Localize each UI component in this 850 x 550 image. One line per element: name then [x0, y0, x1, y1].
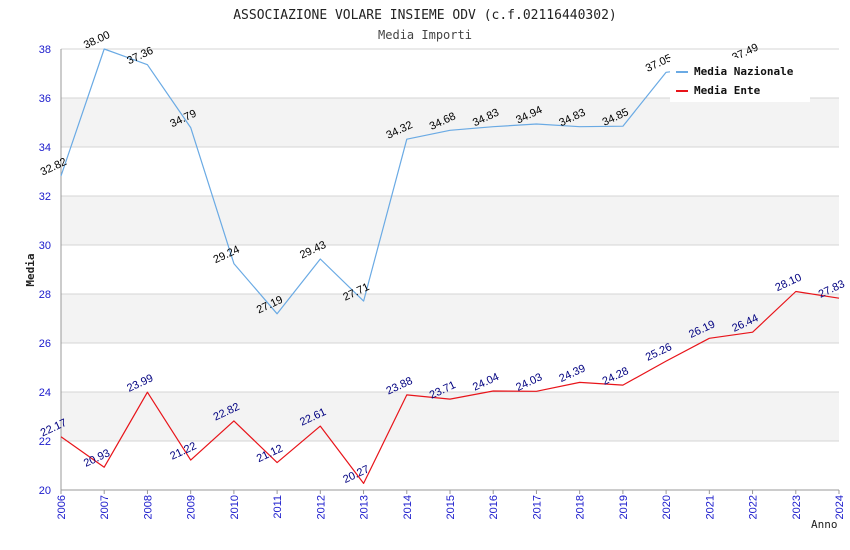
x-tick-label: 2008	[142, 495, 154, 519]
y-axis-label: Media	[24, 253, 37, 286]
band	[61, 98, 839, 147]
series-lines	[60, 48, 840, 484]
y-tick-label: 24	[39, 387, 51, 399]
y-tick-label: 22	[39, 436, 51, 448]
x-tick-label: 2006	[56, 495, 68, 519]
x-tick-label: 2012	[315, 495, 327, 519]
x-axis-label: Anno	[811, 518, 838, 531]
y-tick-label: 20	[39, 485, 51, 497]
data-label: 28.10	[773, 272, 803, 295]
x-tick-label: 2015	[445, 495, 457, 519]
y-tick-label: 36	[39, 93, 51, 105]
data-label: 20.27	[341, 463, 371, 486]
x-tick-label: 2017	[531, 495, 543, 519]
legend-label-media-nazionale: Media Nazionale	[694, 65, 794, 78]
x-tick-label: 2014	[402, 495, 414, 519]
y-tick-label: 38	[39, 44, 51, 56]
data-label: 25.26	[644, 341, 674, 364]
band	[61, 294, 839, 343]
x-tick-label: 2023	[791, 495, 803, 519]
x-tick-label: 2016	[488, 495, 500, 519]
data-label: 21.22	[168, 440, 198, 463]
background-bands	[61, 98, 839, 441]
data-label: 24.39	[557, 362, 587, 385]
data-label: 23.99	[125, 372, 155, 395]
chart-title: ASSOCIAZIONE VOLARE INSIEME ODV (c.f.021…	[233, 8, 617, 23]
legend-box	[670, 58, 810, 102]
x-tick-labels: 2006 2007 2008 2009 2010 2011 2012 2013 2014 2015…	[56, 495, 846, 519]
x-tick-label: 2007	[99, 495, 111, 519]
x-tick-label: 2021	[704, 495, 716, 519]
x-tick-label: 2020	[661, 495, 673, 519]
legend-label-media-ente: Media Ente	[694, 84, 761, 97]
legend: Media Nazionale Media Ente	[670, 58, 810, 102]
x-tick-label: 2009	[186, 495, 198, 519]
y-tick-labels: 20 22 24 26 28 30 32 34 36 38	[39, 44, 51, 497]
chart-subtitle: Media Importi	[378, 28, 472, 42]
data-label: 37.36	[125, 45, 155, 68]
data-label: 32.82	[39, 156, 69, 179]
y-tick-label: 34	[39, 142, 51, 154]
band	[61, 392, 839, 441]
y-tick-label: 30	[39, 240, 51, 252]
data-label: 20.93	[82, 447, 112, 470]
data-label: 29.24	[212, 244, 242, 267]
x-tick-label: 2018	[575, 495, 587, 519]
data-label: 24.04	[471, 371, 501, 394]
x-tick-label: 2022	[748, 495, 760, 519]
data-label: 38.00	[82, 29, 112, 52]
band	[61, 196, 839, 245]
x-tick-label: 2010	[229, 495, 241, 519]
axes	[60, 49, 840, 494]
x-tick-label: 2019	[618, 495, 630, 519]
y-tick-label: 26	[39, 338, 51, 350]
series-line-media-nazionale	[60, 48, 753, 315]
series-line-media-ente	[60, 290, 840, 484]
y-tick-label: 32	[39, 191, 51, 203]
x-tick-label: 2011	[272, 495, 284, 519]
x-tick-label: 2013	[359, 495, 371, 519]
x-tick-label: 2024	[834, 495, 846, 519]
y-tick-label: 28	[39, 289, 51, 301]
